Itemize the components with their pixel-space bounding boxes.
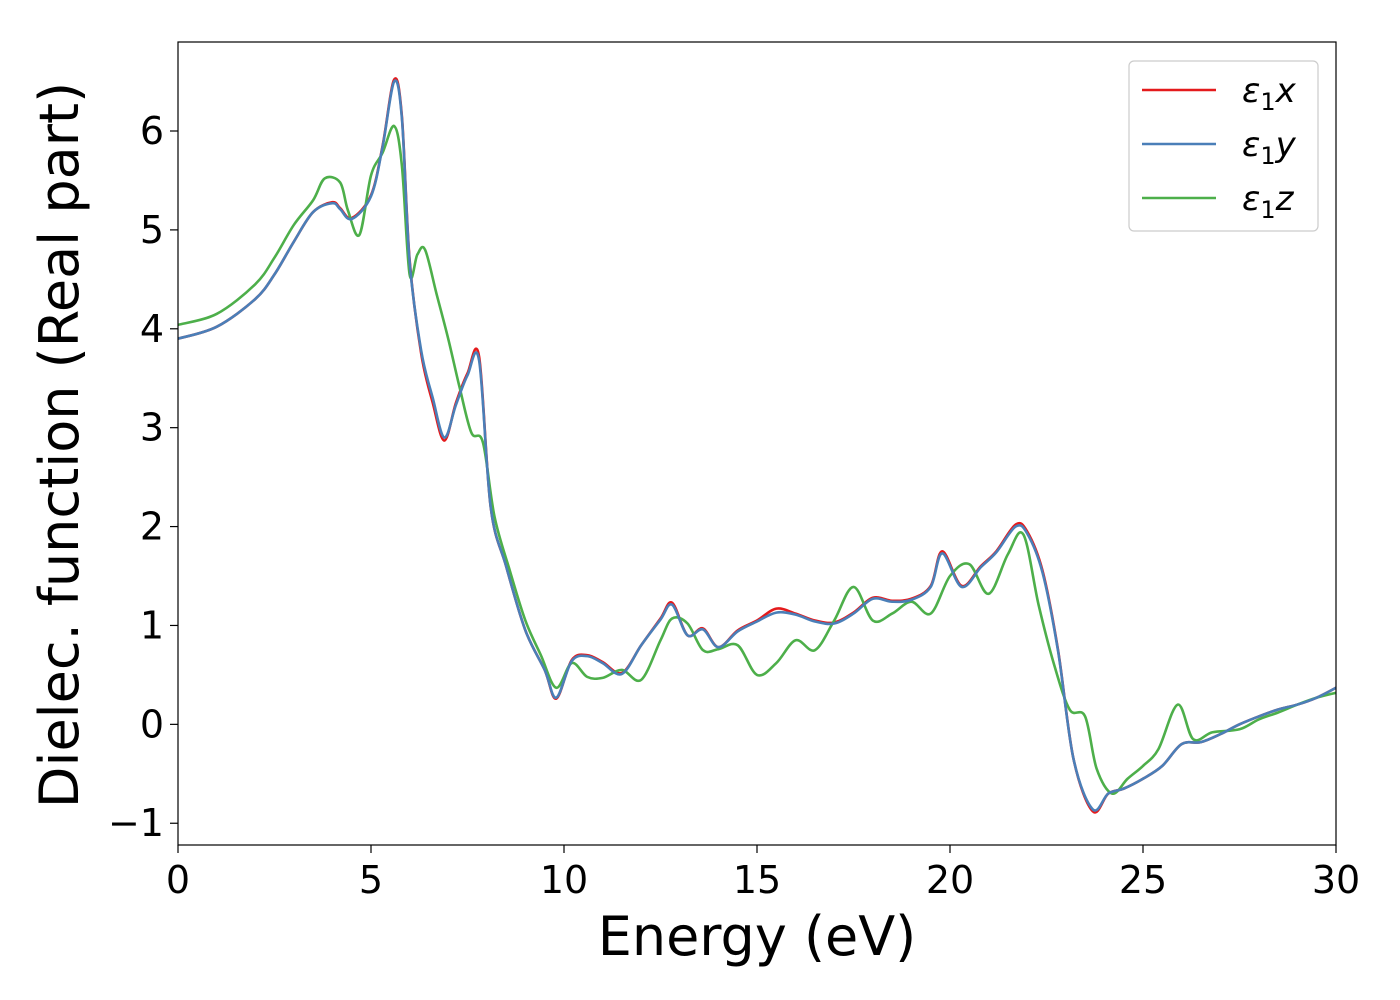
y-tick-label: 0	[140, 702, 164, 746]
x-tick-label: 20	[926, 858, 974, 902]
x-tick-label: 25	[1119, 858, 1167, 902]
y-tick-label: 4	[140, 307, 164, 351]
series-layer	[177, 77, 1337, 814]
legend-label-y: ε1y	[1242, 125, 1297, 170]
y-tick-label: 5	[140, 208, 164, 252]
x-tick-label: 30	[1312, 858, 1360, 902]
x-axis-title: Energy (eV)	[598, 905, 917, 968]
y-axis-title: Dielec. function (Real part)	[28, 82, 91, 808]
legend-box	[1128, 60, 1319, 232]
legend-label-z: ε1z	[1242, 179, 1295, 224]
series-line-y	[177, 79, 1337, 812]
x-tick-label: 0	[166, 858, 190, 902]
legend: ε1x ε1y ε1z	[1128, 60, 1319, 232]
x-tick-label: 15	[733, 858, 781, 902]
y-tick-label: −1	[108, 801, 164, 845]
x-tick-label: 5	[359, 858, 383, 902]
series-line-z	[177, 124, 1337, 795]
y-tick-label: 1	[140, 603, 164, 647]
legend-label-x: ε1x	[1242, 71, 1297, 116]
y-tick-label: 6	[140, 109, 164, 153]
x-axis: 0 5 10 15 20 25 30	[166, 845, 1360, 902]
x-tick-label: 10	[540, 858, 588, 902]
y-tick-label: 2	[140, 505, 164, 549]
y-tick-label: 3	[140, 406, 164, 450]
y-axis: −1 0 1 2 3 4 5 6	[108, 109, 178, 845]
